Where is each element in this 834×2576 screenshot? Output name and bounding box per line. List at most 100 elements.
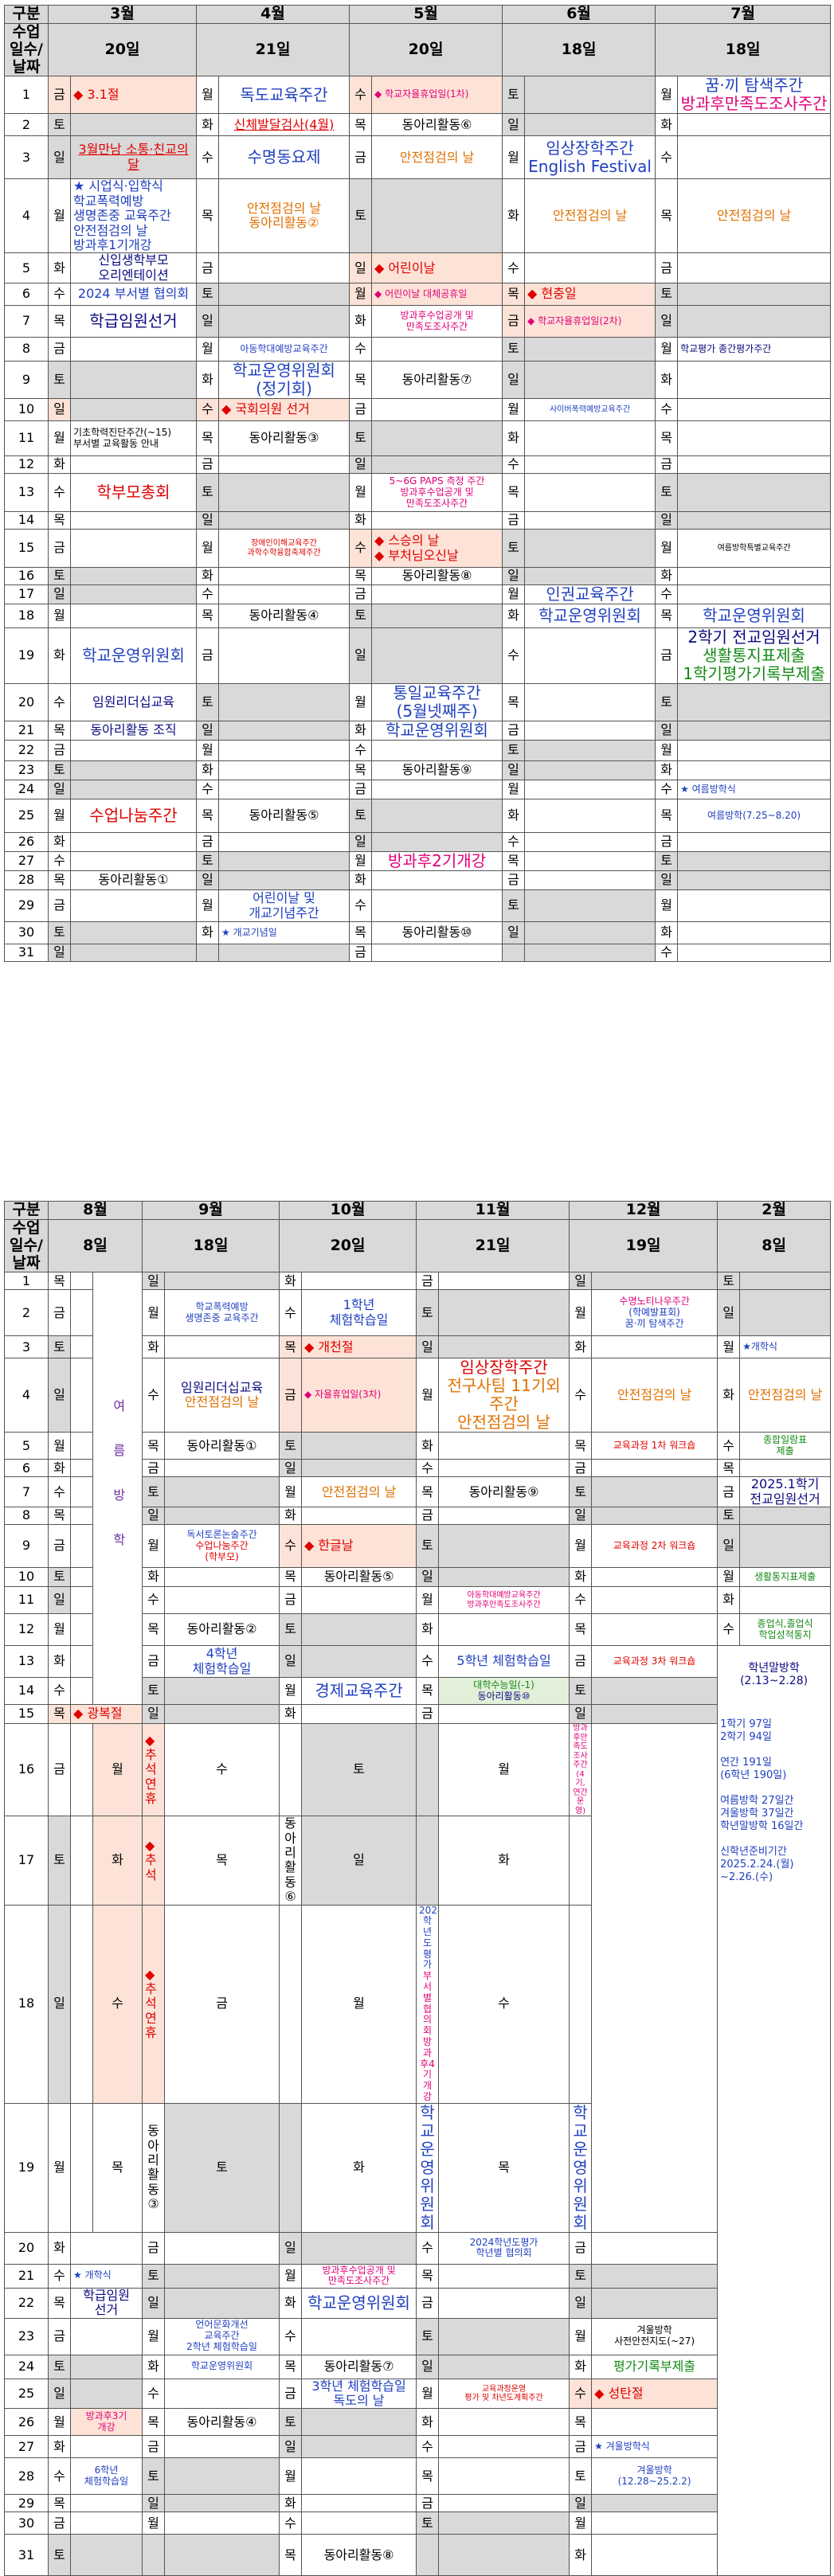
weekday-cell: 월 bbox=[655, 76, 679, 115]
event-text: 동아리활동⑧ bbox=[323, 2547, 394, 2562]
weekday-cell: 월 bbox=[196, 337, 220, 362]
empty-cell bbox=[301, 1645, 417, 1679]
empty-cell bbox=[371, 889, 503, 923]
event-text: 만족도조사주간 bbox=[405, 320, 468, 332]
weekday-cell: 토 bbox=[48, 361, 71, 400]
empty-cell bbox=[591, 1613, 718, 1647]
weekday-cell: 목 bbox=[717, 1459, 741, 1478]
weekday-cell: 금 bbox=[569, 1645, 593, 1679]
event-cell: 동아리활동② bbox=[164, 1613, 280, 1647]
day-number: 7 bbox=[4, 1476, 49, 1508]
event-cell: 교육과정 3차 워크숍 bbox=[591, 1645, 718, 1679]
feb-vacation: 학년말방학 (2.13~2.28) bbox=[740, 1662, 809, 1688]
weekday-cell: 화 bbox=[48, 252, 71, 284]
empty-cell bbox=[677, 851, 832, 872]
event-text: 평가 및 차년도계획주간 bbox=[464, 2394, 543, 2403]
day-number: 3 bbox=[4, 135, 49, 180]
event-text: 안전점검의 날 bbox=[617, 1387, 692, 1403]
event-text: 2024 부서별 협의회 bbox=[77, 286, 190, 302]
weekday-cell: 토 bbox=[349, 799, 373, 834]
empty-cell bbox=[591, 1567, 718, 1588]
summary-line: (6학년 190일) bbox=[720, 1769, 787, 1782]
weekday-cell: 수 bbox=[196, 135, 220, 180]
weekday-cell: 일 bbox=[48, 780, 71, 800]
weekday-cell: 금 bbox=[196, 455, 220, 475]
weekday-cell: 금 bbox=[655, 252, 679, 284]
weekday-cell: 수 bbox=[48, 473, 71, 513]
event-cell: 교육과정 1차 워크숍 bbox=[591, 1432, 718, 1460]
day-number: 7 bbox=[4, 305, 49, 338]
event-text: 오리엔테이션 bbox=[98, 267, 169, 283]
empty-cell bbox=[218, 780, 350, 800]
day-number: 14 bbox=[4, 1677, 49, 1706]
event-cell: 동아리활동⑥ bbox=[371, 113, 503, 137]
event-cell: 평가기록부제출 bbox=[591, 2354, 718, 2379]
day-number: 26 bbox=[4, 2408, 49, 2437]
event-cell: 학교운영위원회 bbox=[371, 721, 503, 741]
event-text: 통일교육주간 bbox=[393, 683, 481, 703]
weekday-cell: 목 bbox=[48, 2287, 71, 2319]
weekday-cell: 토 bbox=[48, 921, 71, 945]
weekday-cell: 일 bbox=[196, 721, 220, 741]
weekday-cell: 월 bbox=[279, 1677, 303, 1706]
empty-cell bbox=[591, 2408, 718, 2437]
empty-cell bbox=[677, 135, 832, 180]
event-text: 학교운영위원회 bbox=[190, 2360, 253, 2372]
event-text: (5월넷째주) bbox=[396, 702, 478, 721]
day-number: 30 bbox=[4, 921, 49, 945]
empty-cell bbox=[69, 889, 198, 923]
empty-cell bbox=[69, 337, 198, 362]
event-text: 수업나눔주간 bbox=[89, 806, 178, 826]
event-cell: 안전점검의 날 bbox=[301, 1476, 417, 1508]
weekday-cell: 월 bbox=[196, 889, 220, 923]
empty-cell bbox=[524, 944, 656, 963]
weekday-cell: 토 bbox=[142, 2263, 166, 2289]
weekday-cell: 수 bbox=[349, 337, 373, 362]
empty-cell bbox=[739, 1289, 832, 1337]
empty-cell bbox=[438, 2512, 570, 2535]
weekday-cell: 일 bbox=[569, 2494, 593, 2513]
empty-cell bbox=[69, 604, 198, 629]
empty-cell bbox=[371, 178, 503, 254]
empty-cell bbox=[371, 832, 503, 853]
weekday-cell: 수 bbox=[196, 584, 220, 605]
empty-cell bbox=[591, 2512, 718, 2535]
weekday-cell: 수 bbox=[438, 1904, 570, 2104]
event-text: 동아리활동⑧ bbox=[401, 568, 472, 584]
event-text: 2024학년도평가 bbox=[469, 2236, 538, 2248]
event-text: 과학수학융합축제주간 bbox=[247, 548, 321, 557]
event-cell: 임상장학주간 English Festival bbox=[524, 135, 656, 180]
empty-cell bbox=[438, 2534, 570, 2576]
weekday-cell: 수 bbox=[196, 780, 220, 800]
weekday-cell: 토 bbox=[349, 178, 373, 254]
weekday-cell: 금 bbox=[416, 1704, 440, 1725]
empty-cell bbox=[69, 455, 198, 475]
event-text: 동아리활동④ bbox=[186, 2414, 257, 2429]
weekday-cell: 목 bbox=[502, 683, 526, 722]
day-number: 15 bbox=[4, 1704, 49, 1725]
event-text: 2학기 전교임원선거 bbox=[687, 627, 820, 647]
event-cell: 종합일람표 제출 bbox=[739, 1432, 832, 1460]
weekday-cell: 목 bbox=[349, 361, 373, 400]
weekday-cell: 일 bbox=[349, 832, 373, 853]
event-cell: 5학년 체험학습일 bbox=[438, 1645, 570, 1679]
empty-cell bbox=[70, 1613, 93, 1647]
weekday-cell: 화 bbox=[349, 870, 373, 891]
empty-cell bbox=[69, 2435, 143, 2459]
event-cell: 임상장학주간 전구사팀 11기외 주간 안전점검의 날 bbox=[438, 1358, 570, 1433]
event-text: ◆ 성탄절 bbox=[594, 2385, 644, 2401]
weekday-cell: 화 bbox=[279, 2494, 303, 2513]
day-number: 15 bbox=[4, 529, 49, 569]
empty-cell bbox=[524, 627, 656, 685]
weekday-cell: 월 bbox=[48, 1613, 71, 1647]
weekday-cell: 수 bbox=[279, 2317, 303, 2355]
event-text: 전교임원선거 bbox=[750, 1491, 820, 1507]
weekday-cell: 수 bbox=[569, 1586, 593, 1615]
day-number: 13 bbox=[4, 1645, 49, 1679]
day-row: 11 월 기초학력진단주간(~15) 부서별 교육활동 안내 목 동아리활동③ 토 화 목 bbox=[4, 420, 832, 457]
weekday-cell: 수 bbox=[48, 851, 71, 872]
event-cell: 방과후3기 개강 bbox=[69, 2408, 143, 2437]
day-row: 26 화 금 일 수 금 bbox=[4, 832, 832, 853]
weekday-cell: 토 bbox=[196, 851, 220, 872]
